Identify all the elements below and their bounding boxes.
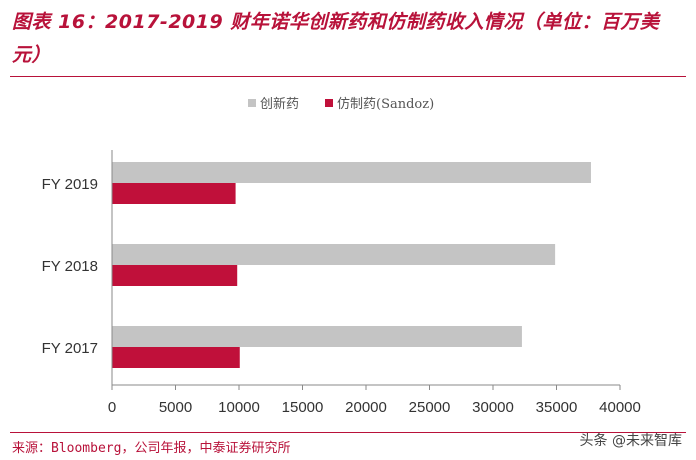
footer-divider — [10, 432, 686, 433]
x-tick-label: 40000 — [599, 399, 641, 416]
bar-fy-2018-series-0 — [112, 244, 556, 265]
x-axis: 0 5000 10000 15000 20000 25000 30000 35000 40000 — [108, 150, 641, 416]
legend-label-1: 仿制药(Sandoz) — [337, 97, 434, 112]
legend-label-0: 创新药 — [260, 96, 299, 112]
bar-fy-2019-series-0 — [112, 162, 591, 183]
chart-title: 图表 16：2017-2019 财年诺华创新药和仿制药收入情况（单位：百万美元） — [12, 11, 660, 66]
source-note: 来源：Bloomberg，公司年报，中泰证券研究所 — [12, 441, 291, 456]
x-tick-label: 15000 — [282, 399, 324, 416]
bar-fy-2017-series-1 — [112, 347, 240, 368]
x-tick-label: 0 — [108, 399, 116, 416]
x-tick-label: 5000 — [159, 399, 192, 416]
watermark: 头条 @未来智库 — [579, 433, 682, 449]
x-tick-label: 25000 — [409, 399, 451, 416]
x-tick-label: 30000 — [472, 399, 514, 416]
chart-bars — [112, 162, 591, 368]
category-label: FY 2017 — [42, 340, 98, 357]
bar-fy-2019-series-1 — [112, 183, 236, 204]
title-divider — [10, 76, 686, 77]
category-label: FY 2018 — [42, 258, 98, 275]
chart-legend: 创新药 仿制药(Sandoz) — [248, 96, 434, 112]
category-labels: FY 2019 FY 2018 FY 2017 — [42, 176, 98, 357]
legend-swatch-1 — [325, 99, 333, 107]
x-tick-label: 20000 — [345, 399, 387, 416]
x-tick-label: 10000 — [218, 399, 260, 416]
legend-swatch-0 — [248, 99, 256, 107]
x-tick-label: 35000 — [536, 399, 578, 416]
bar-fy-2017-series-0 — [112, 326, 522, 347]
bar-fy-2018-series-1 — [112, 265, 238, 286]
category-label: FY 2019 — [42, 176, 98, 193]
bar-chart: 创新药 仿制药(Sandoz) FY 2019 FY 2018 FY 2017 0 50… — [42, 96, 641, 416]
